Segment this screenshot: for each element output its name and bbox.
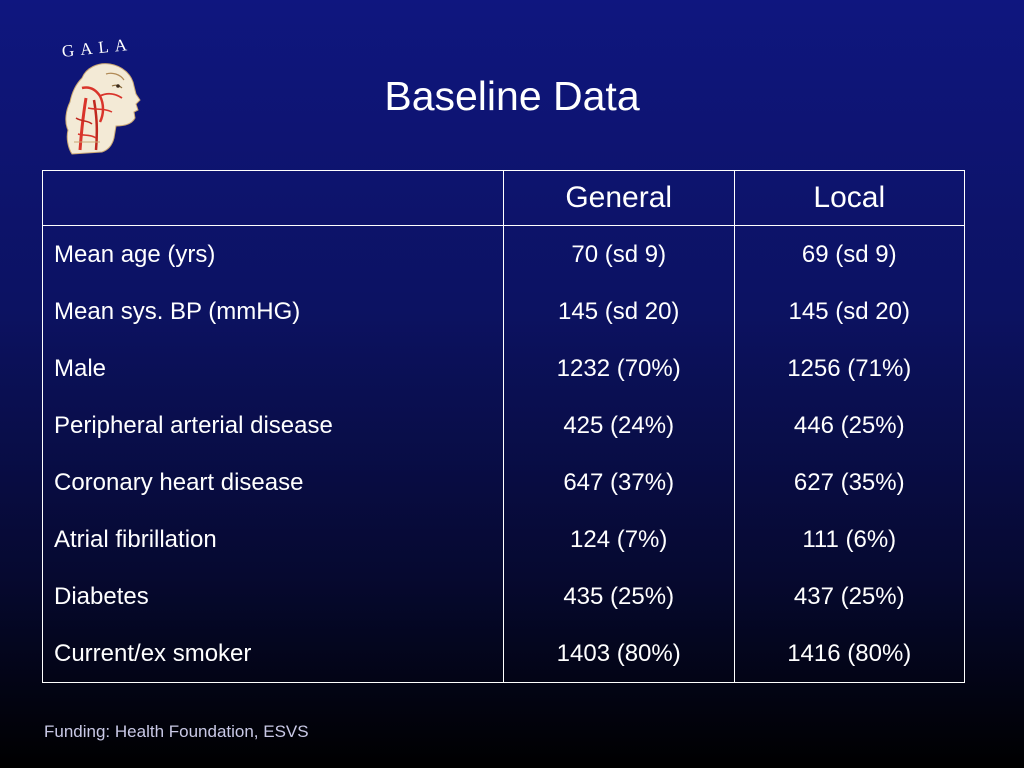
table-row: Atrial fibrillation 124 (7%) 111 (6%) [42,511,965,568]
table-row: Peripheral arterial disease 425 (24%) 44… [42,397,965,454]
row-label: Atrial fibrillation [42,511,504,568]
row-label: Diabetes [42,568,504,625]
general-value: 1403 (80%) [502,625,735,683]
header-empty-cell [42,170,504,226]
head-neck-anatomy-icon [65,63,141,155]
table-row: Male 1232 (70%) 1256 (71%) [42,340,965,397]
general-value: 425 (24%) [502,397,735,454]
general-value: 435 (25%) [502,568,735,625]
local-value: 446 (25%) [733,397,965,454]
general-value: 647 (37%) [502,454,735,511]
table-row: Mean age (yrs) 70 (sd 9) 69 (sd 9) [42,225,965,283]
local-value: 111 (6%) [733,511,965,568]
row-label: Current/ex smoker [42,625,504,683]
local-value: 1416 (80%) [733,625,965,683]
row-label: Coronary heart disease [42,454,504,511]
table-row: Current/ex smoker 1403 (80%) 1416 (80%) [42,625,965,683]
row-label: Mean age (yrs) [42,225,504,283]
table-row: Diabetes 435 (25%) 437 (25%) [42,568,965,625]
row-label: Mean sys. BP (mmHG) [42,283,504,340]
local-value: 69 (sd 9) [733,225,965,283]
local-value: 145 (sd 20) [733,283,965,340]
funding-footer: Funding: Health Foundation, ESVS [44,722,309,741]
local-value: 1256 (71%) [733,340,965,397]
general-value: 1232 (70%) [502,340,735,397]
row-label: Peripheral arterial disease [42,397,504,454]
general-value: 124 (7%) [502,511,735,568]
table-header-row: General Local [42,170,965,226]
header-general: General [502,170,735,226]
row-label: Male [42,340,504,397]
baseline-data-table: General Local Mean age (yrs) 70 (sd 9) 6… [42,170,965,683]
header-local: Local [733,170,965,226]
local-value: 437 (25%) [733,568,965,625]
slide-title: Baseline Data [384,73,640,119]
general-value: 145 (sd 20) [502,283,735,340]
local-value: 627 (35%) [733,454,965,511]
table-row: Coronary heart disease 647 (37%) 627 (35… [42,454,965,511]
table-row: Mean sys. BP (mmHG) 145 (sd 20) 145 (sd … [42,283,965,340]
general-value: 70 (sd 9) [502,225,735,283]
